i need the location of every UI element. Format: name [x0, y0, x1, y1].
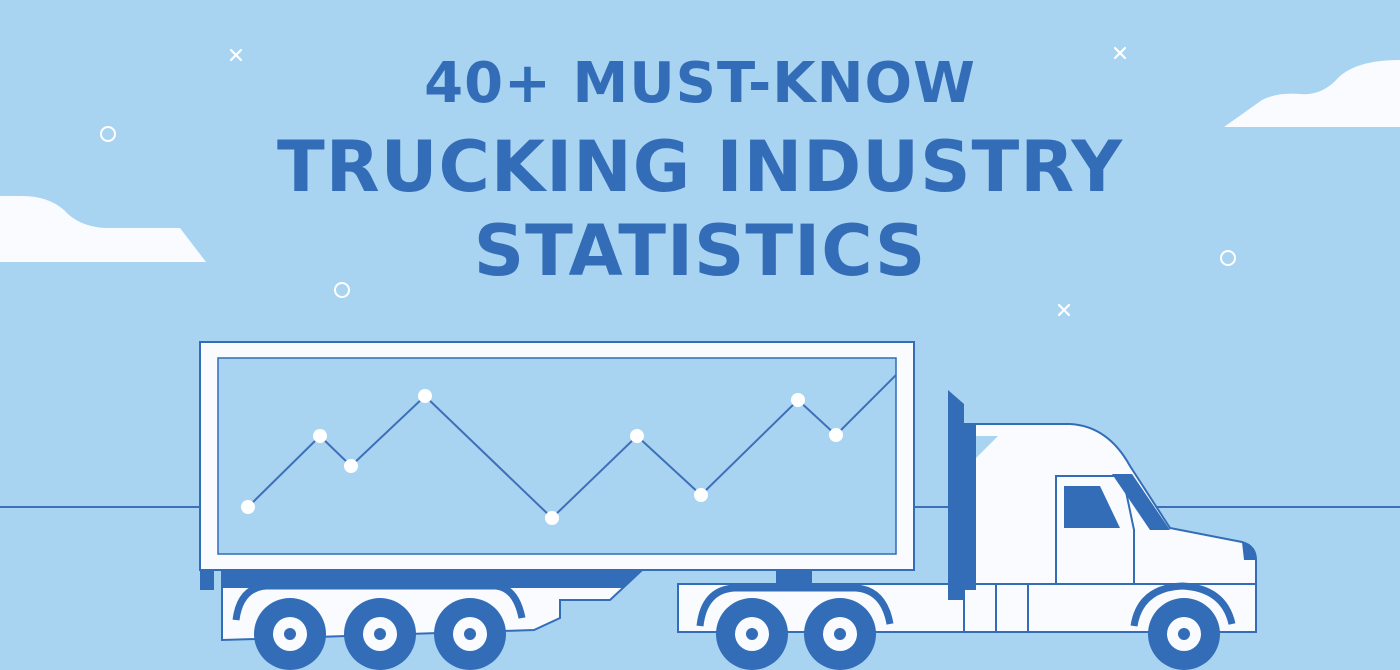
truck-wheels — [254, 598, 1220, 670]
truck-illustration — [199, 341, 1257, 670]
circle-sparkle-icon — [100, 126, 116, 142]
circle-sparkle-icon — [334, 282, 350, 298]
circle-sparkle-icon — [1220, 250, 1236, 266]
title-line-2: TRUCKING INDUSTRY — [276, 126, 1124, 208]
cloud-icon — [0, 196, 206, 262]
cross-sparkle-icon — [1057, 303, 1071, 317]
cab-window — [1064, 486, 1120, 528]
cross-sparkle-icon — [229, 48, 243, 62]
cloud-icon — [1224, 60, 1400, 127]
trailer-chart-panel — [217, 357, 897, 555]
title-line-1: 40+ MUST-KNOW — [424, 51, 976, 116]
line-graph-illustration — [241, 374, 897, 525]
cross-sparkle-icon — [1113, 46, 1127, 60]
title-line-3: STATISTICS — [473, 210, 927, 292]
